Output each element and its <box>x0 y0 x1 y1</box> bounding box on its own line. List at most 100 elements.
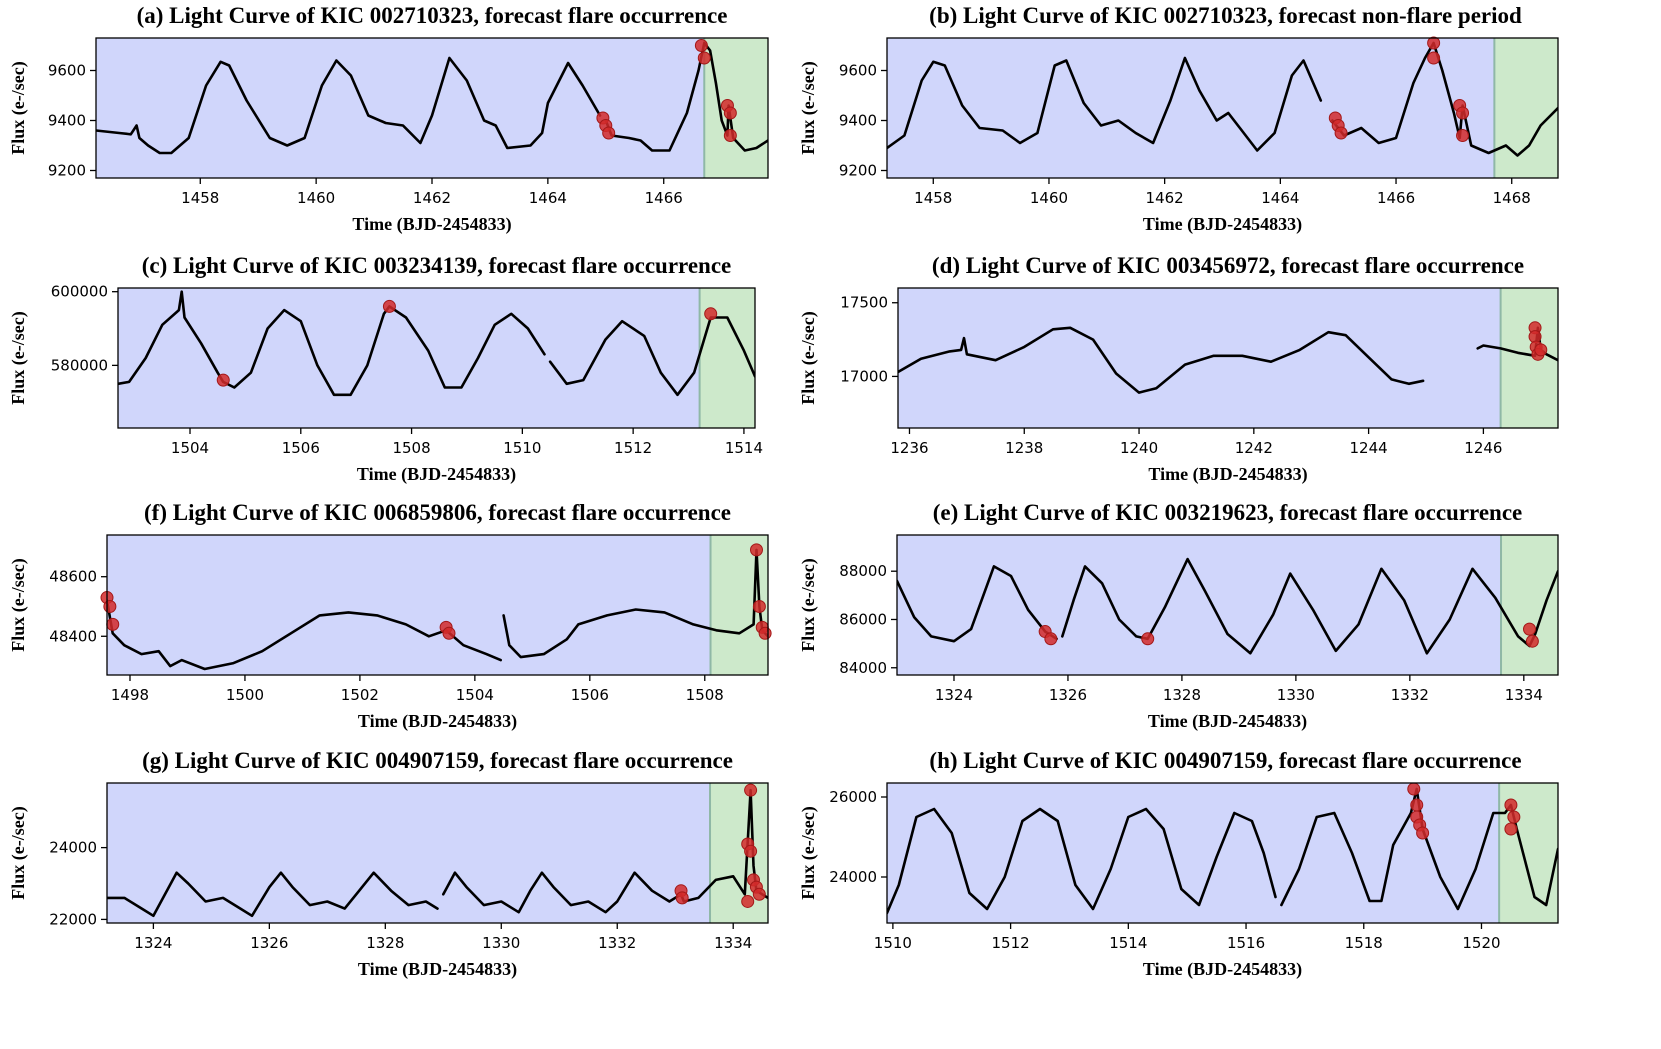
light-curve-line <box>887 807 1277 915</box>
x-tick-label: 1242 <box>1235 439 1273 457</box>
history-window-region <box>897 535 1502 675</box>
x-tick-label: 1510 <box>503 439 541 457</box>
light-curve-line <box>897 565 1058 643</box>
flare-marker <box>750 543 764 557</box>
y-axis-label: Flux (e-/sec) <box>8 558 29 651</box>
flare-marker <box>106 617 120 631</box>
flare-marker <box>752 599 766 613</box>
x-tick-label: 1328 <box>1163 686 1201 704</box>
flare-marker <box>1044 632 1058 646</box>
chart-svg: 1324 1326 1328 1330 1332 1334 22000 24000 Time (… <box>8 782 769 980</box>
flare-marker <box>1504 798 1518 812</box>
x-tick-label: 1464 <box>1261 189 1299 207</box>
y-tick-label: 9200 <box>839 162 877 180</box>
panel-f-light-curve: (f) Light Curve of KIC 006859806, foreca… <box>0 497 780 739</box>
y-tick-label: 9400 <box>839 112 877 130</box>
forecast-window-region <box>704 38 768 178</box>
axes-frame <box>896 534 1559 676</box>
flare-marker <box>1427 36 1441 50</box>
x-tick-label: 1326 <box>1049 686 1087 704</box>
light-curve-line <box>1331 41 1558 157</box>
x-axis-label: Time (BJD-2454833) <box>1148 464 1307 485</box>
flare-marker <box>758 626 772 640</box>
flare-marker <box>1141 632 1155 646</box>
forecast-window-region <box>710 783 768 923</box>
axes-frame <box>106 782 769 924</box>
flare-marker <box>697 51 711 65</box>
flare-marker <box>1416 826 1430 840</box>
y-axis-label: Flux (e-/sec) <box>798 558 819 651</box>
x-tick-label: 1332 <box>1391 686 1429 704</box>
history-window-region <box>118 288 700 428</box>
x-tick-label: 1334 <box>1505 686 1543 704</box>
axes-frame <box>117 287 756 429</box>
chart-svg: 1324 1326 1328 1330 1332 1334 84000 86000 88000 T… <box>798 534 1559 732</box>
flare-marker <box>1334 126 1348 140</box>
forecast-window-region <box>1500 288 1558 428</box>
panel-e-light-curve: (e) Light Curve of KIC 003219623, foreca… <box>790 497 1661 739</box>
y-axis-label: Flux (e-/sec) <box>798 61 819 154</box>
x-tick-label: 1504 <box>456 686 494 704</box>
flare-marker <box>1456 106 1470 120</box>
x-tick-label: 1514 <box>725 439 763 457</box>
panel-g-light-curve: (g) Light Curve of KIC 004907159, foreca… <box>0 745 780 987</box>
x-tick-label: 1512 <box>992 934 1030 952</box>
flare-marker <box>694 39 708 52</box>
chart-svg: 1458 1460 1462 1464 1466 1468 9200 9400 9600 Time… <box>798 36 1559 235</box>
flare-marker <box>216 373 230 387</box>
x-axis-label: Time (BJD-2454833) <box>358 711 517 732</box>
light-curve-line <box>442 788 768 914</box>
flare-marker <box>752 887 766 901</box>
x-axis-label: Time (BJD-2454833) <box>352 214 511 235</box>
flare-marker <box>103 599 117 613</box>
y-axis-label: Flux (e-/sec) <box>798 311 819 404</box>
x-tick-label: 1510 <box>874 934 912 952</box>
flare-marker <box>1456 129 1470 142</box>
axes-frame <box>886 37 1559 179</box>
panel-title: (e) Light Curve of KIC 003219623, foreca… <box>932 500 1523 525</box>
panel-d-light-curve: (d) Light Curve of KIC 003456972, foreca… <box>790 250 1661 492</box>
x-tick-label: 1500 <box>226 686 264 704</box>
x-tick-label: 1240 <box>1120 439 1158 457</box>
y-tick-label: 24000 <box>829 868 877 886</box>
y-tick-label: 86000 <box>839 610 887 628</box>
x-tick-label: 1330 <box>482 934 520 952</box>
y-axis-label: Flux (e-/sec) <box>8 61 29 154</box>
flare-marker <box>1504 822 1518 836</box>
x-tick-label: 1466 <box>1377 189 1415 207</box>
panel-title: (d) Light Curve of KIC 003456972, foreca… <box>931 253 1525 278</box>
flare-marker <box>723 129 737 142</box>
y-tick-label: 22000 <box>49 910 97 928</box>
y-tick-label: 9600 <box>48 62 86 80</box>
x-tick-label: 1508 <box>686 686 724 704</box>
light-curve-line <box>502 548 768 659</box>
y-tick-label: 580000 <box>51 356 108 374</box>
flare-marker <box>741 894 755 908</box>
x-tick-label: 1324 <box>935 686 973 704</box>
panel-title: (f) Light Curve of KIC 006859806, foreca… <box>144 500 731 525</box>
y-tick-label: 17000 <box>840 367 888 385</box>
x-tick-label: 1332 <box>598 934 636 952</box>
x-axis-label: Time (BJD-2454833) <box>358 959 517 980</box>
y-axis-label: Flux (e-/sec) <box>8 311 29 404</box>
x-tick-label: 1326 <box>250 934 288 952</box>
light-curve-line <box>96 56 602 155</box>
panel-b-light-curve: (b) Light Curve of KIC 002710323, foreca… <box>790 0 1661 242</box>
axes-frame <box>106 534 769 676</box>
y-tick-label: 84000 <box>839 659 887 677</box>
axes-frame <box>897 287 1559 429</box>
chart-svg: 1504 1506 1508 1510 1512 1514 580000 600000 Time… <box>8 283 763 485</box>
x-tick-label: 1460 <box>297 189 335 207</box>
panel-a-light-curve: (a) Light Curve of KIC 002710323, foreca… <box>0 0 780 242</box>
x-tick-label: 1334 <box>714 934 752 952</box>
x-tick-label: 1518 <box>1345 934 1383 952</box>
x-tick-label: 1458 <box>181 189 219 207</box>
light-curve-line <box>1061 557 1558 655</box>
flare-marker <box>442 626 456 640</box>
panel-title: (g) Light Curve of KIC 004907159, foreca… <box>142 748 733 773</box>
flare-marker <box>1427 51 1441 65</box>
y-tick-label: 24000 <box>49 839 97 857</box>
x-tick-label: 1508 <box>392 439 430 457</box>
light-curve-line <box>107 871 439 918</box>
flare-marker <box>1534 343 1548 357</box>
